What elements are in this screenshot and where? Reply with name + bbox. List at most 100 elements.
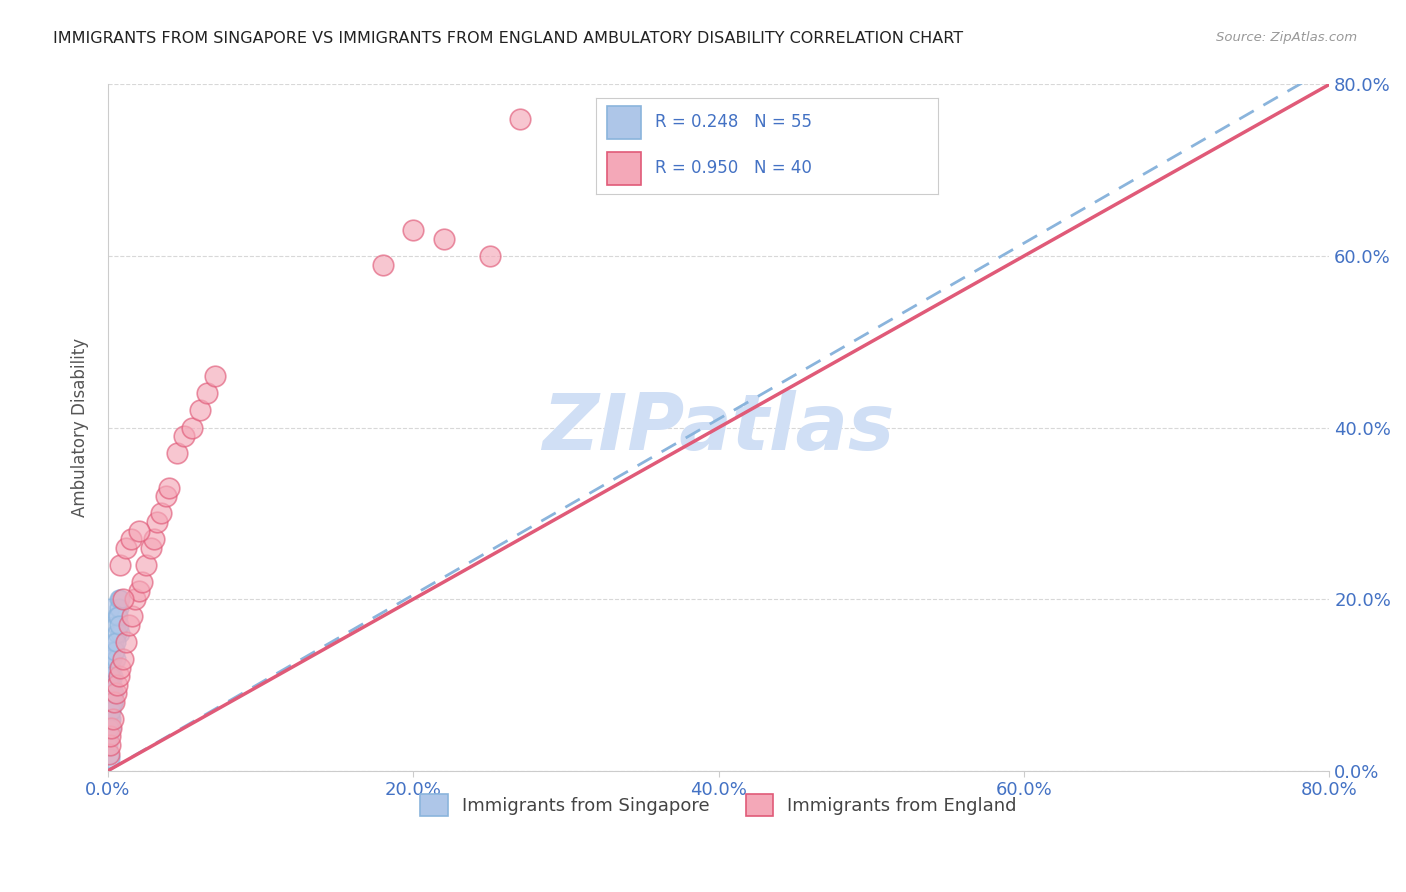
Point	[98, 704, 121, 718]
Point	[100, 704, 122, 718]
Point	[181, 420, 204, 434]
Point	[103, 695, 125, 709]
Point	[371, 258, 394, 272]
Point	[101, 669, 124, 683]
Point	[105, 626, 128, 640]
Point	[97, 730, 120, 744]
Point	[98, 730, 121, 744]
Point	[103, 635, 125, 649]
Point	[98, 712, 121, 726]
Point	[97, 738, 120, 752]
Point	[121, 609, 143, 624]
Point	[98, 661, 121, 675]
Point	[98, 678, 121, 692]
Point	[98, 678, 121, 692]
Point	[103, 686, 125, 700]
Point	[98, 751, 121, 765]
Point	[105, 609, 128, 624]
Text: Source: ZipAtlas.com: Source: ZipAtlas.com	[1216, 31, 1357, 45]
Point	[98, 704, 121, 718]
Point	[98, 686, 121, 700]
Point	[509, 112, 531, 126]
Point	[98, 661, 121, 675]
Point	[100, 721, 122, 735]
Point	[104, 635, 127, 649]
Point	[402, 223, 425, 237]
Point	[142, 532, 165, 546]
Point	[112, 592, 135, 607]
Point	[108, 626, 131, 640]
Point	[101, 652, 124, 666]
Point	[98, 704, 121, 718]
Point	[195, 386, 218, 401]
Point	[157, 481, 180, 495]
Point	[112, 652, 135, 666]
Point	[98, 712, 121, 726]
Point	[135, 558, 157, 572]
Point	[97, 678, 120, 692]
Point	[101, 686, 124, 700]
Point	[100, 686, 122, 700]
Point	[100, 643, 122, 657]
Point	[101, 712, 124, 726]
Point	[146, 515, 169, 529]
Point	[98, 738, 121, 752]
Point	[105, 652, 128, 666]
Point	[97, 721, 120, 735]
Point	[98, 712, 121, 726]
Point	[103, 695, 125, 709]
Point	[104, 643, 127, 657]
Point	[139, 541, 162, 555]
Point	[115, 541, 138, 555]
Point	[98, 747, 121, 761]
Point	[107, 609, 129, 624]
Point	[107, 592, 129, 607]
Point	[120, 532, 142, 546]
Point	[107, 600, 129, 615]
Point	[115, 635, 138, 649]
Text: ZIPatlas: ZIPatlas	[543, 390, 894, 466]
Point	[101, 695, 124, 709]
Text: IMMIGRANTS FROM SINGAPORE VS IMMIGRANTS FROM ENGLAND AMBULATORY DISABILITY CORRE: IMMIGRANTS FROM SINGAPORE VS IMMIGRANTS …	[53, 31, 963, 46]
Point	[98, 669, 121, 683]
Point	[188, 403, 211, 417]
Point	[107, 669, 129, 683]
Point	[104, 618, 127, 632]
Point	[108, 558, 131, 572]
Point	[101, 695, 124, 709]
Point	[150, 507, 173, 521]
Point	[98, 652, 121, 666]
Legend: Immigrants from Singapore, Immigrants from England: Immigrants from Singapore, Immigrants fr…	[413, 787, 1024, 823]
Point	[100, 712, 122, 726]
Point	[98, 686, 121, 700]
Point	[478, 249, 501, 263]
Point	[105, 678, 128, 692]
Point	[100, 695, 122, 709]
Point	[103, 686, 125, 700]
Point	[98, 600, 121, 615]
Point	[101, 678, 124, 692]
Point	[173, 429, 195, 443]
Point	[128, 524, 150, 538]
Point	[118, 618, 141, 632]
Point	[204, 369, 226, 384]
Point	[128, 583, 150, 598]
Point	[100, 669, 122, 683]
Y-axis label: Ambulatory Disability: Ambulatory Disability	[72, 338, 89, 517]
Point	[155, 489, 177, 503]
Point	[98, 704, 121, 718]
Point	[433, 232, 456, 246]
Point	[107, 618, 129, 632]
Point	[166, 446, 188, 460]
Point	[131, 574, 153, 589]
Point	[104, 686, 127, 700]
Point	[100, 721, 122, 735]
Point	[97, 747, 120, 761]
Point	[124, 592, 146, 607]
Point	[100, 661, 122, 675]
Point	[108, 592, 131, 607]
Point	[108, 661, 131, 675]
Point	[98, 678, 121, 692]
Point	[98, 695, 121, 709]
Point	[100, 669, 122, 683]
